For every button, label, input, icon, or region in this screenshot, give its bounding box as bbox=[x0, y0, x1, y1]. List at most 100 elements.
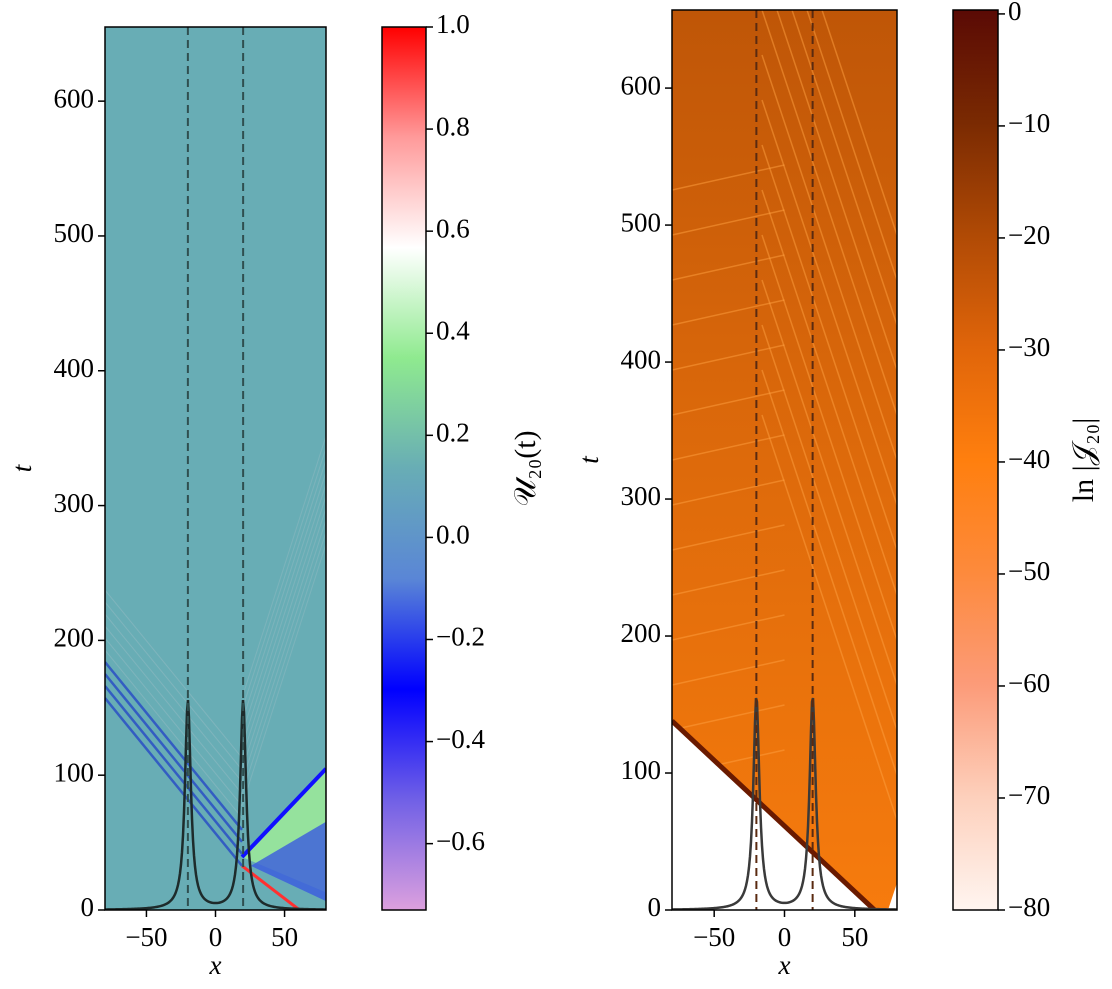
x-tick-label: 0 bbox=[209, 922, 223, 952]
y-tick-label: 200 bbox=[621, 618, 662, 648]
colorbar-tick-label: −40 bbox=[1008, 444, 1050, 474]
potential-curve bbox=[672, 697, 897, 910]
front bbox=[761, 414, 897, 821]
colorbar-tick-label: −20 bbox=[1008, 220, 1050, 250]
wave-front bbox=[105, 685, 243, 855]
y-tick-label: 400 bbox=[621, 344, 662, 374]
front bbox=[672, 524, 785, 551]
colorbar-tick-label: −10 bbox=[1008, 108, 1050, 138]
empty-region bbox=[888, 883, 897, 910]
wave-front bbox=[241, 507, 326, 771]
front bbox=[672, 569, 785, 596]
y-tick-label: 600 bbox=[54, 83, 95, 113]
colorbar-tick-label: 0.6 bbox=[436, 213, 470, 243]
front bbox=[761, 279, 897, 686]
front bbox=[672, 389, 785, 416]
colorbar bbox=[952, 9, 999, 911]
y-tick-label: 400 bbox=[54, 353, 95, 383]
colorbar-tick-label: −80 bbox=[1008, 892, 1050, 922]
x-tick-label: 50 bbox=[841, 922, 868, 952]
front bbox=[672, 479, 785, 506]
front-edge bbox=[672, 719, 877, 910]
y-tick-label: 500 bbox=[621, 207, 662, 237]
front bbox=[761, 189, 897, 596]
heatmap-field bbox=[105, 27, 326, 910]
wave-front bbox=[105, 661, 243, 831]
wave-front bbox=[241, 459, 326, 723]
colorbar-tick-label: −30 bbox=[1008, 332, 1050, 362]
colorbar-label: 𝒰₂₀(t) bbox=[509, 430, 542, 506]
colorbar-label: ln |𝒥₂₀| bbox=[1067, 418, 1100, 502]
wave-front bbox=[241, 495, 326, 759]
wave-front bbox=[105, 697, 243, 867]
front bbox=[761, 99, 897, 506]
colorbar-tick-label: −60 bbox=[1008, 668, 1050, 698]
x-tick-label: −50 bbox=[693, 922, 735, 952]
wave-front bbox=[105, 613, 243, 783]
wave-front bbox=[241, 471, 326, 735]
front bbox=[806, 10, 897, 281]
y-tick-label: 500 bbox=[54, 218, 95, 248]
front bbox=[672, 344, 785, 371]
front bbox=[761, 324, 897, 731]
front bbox=[776, 10, 897, 371]
wave-front bbox=[241, 531, 326, 795]
wave-front bbox=[105, 673, 243, 843]
y-tick-label: 600 bbox=[621, 70, 662, 100]
wave-front bbox=[241, 483, 326, 747]
x-axis-label: x bbox=[778, 950, 791, 980]
colorbar-tick-label: 0.2 bbox=[436, 418, 470, 448]
wave-front bbox=[105, 589, 243, 759]
front bbox=[761, 10, 897, 416]
heatmap bbox=[672, 10, 897, 910]
x-axis-label: x bbox=[209, 950, 222, 980]
front bbox=[672, 209, 785, 236]
colorbar-tick-label: −0.2 bbox=[436, 622, 485, 652]
wave-front bbox=[105, 649, 243, 819]
front bbox=[761, 369, 897, 776]
x-tick-label: −50 bbox=[125, 922, 167, 952]
front bbox=[821, 10, 897, 236]
wave-front bbox=[241, 447, 326, 711]
potential-curve bbox=[105, 699, 326, 910]
x-tick-label: 0 bbox=[778, 922, 792, 952]
colorbar-tick-label: −70 bbox=[1008, 780, 1050, 810]
front bbox=[672, 254, 785, 281]
y-tick-label: 0 bbox=[648, 892, 662, 922]
y-tick-label: 100 bbox=[54, 757, 95, 787]
y-axis-label: t bbox=[574, 455, 604, 464]
colorbar-tick-label: 1.0 bbox=[436, 9, 470, 39]
x-tick-label: 50 bbox=[271, 922, 298, 952]
front bbox=[761, 54, 897, 461]
front bbox=[672, 614, 785, 641]
wave-front bbox=[240, 767, 326, 859]
front bbox=[672, 659, 785, 686]
wave-front bbox=[105, 625, 243, 795]
y-tick-label: 200 bbox=[54, 623, 95, 653]
y-tick-label: 300 bbox=[621, 481, 662, 511]
wave-front bbox=[241, 435, 326, 699]
front bbox=[672, 704, 785, 731]
colorbar-tick-label: 0 bbox=[1008, 0, 1022, 26]
colorbar-tick-label: 0.0 bbox=[436, 520, 470, 550]
front bbox=[672, 434, 785, 461]
wave-front bbox=[105, 601, 243, 771]
front bbox=[672, 164, 785, 191]
colorbar-tick-label: 0.4 bbox=[436, 315, 470, 345]
wave-front bbox=[241, 519, 326, 783]
front bbox=[672, 299, 785, 326]
y-tick-label: 300 bbox=[54, 488, 95, 518]
y-tick-label: 100 bbox=[621, 755, 662, 785]
front bbox=[791, 10, 897, 326]
colorbar-tick-label: −0.6 bbox=[436, 826, 485, 856]
scattered-wave bbox=[250, 821, 326, 902]
colorbar-tick-label: −0.4 bbox=[436, 724, 485, 754]
colorbar-tick-label: −50 bbox=[1008, 556, 1050, 586]
y-axis-label: t bbox=[7, 463, 37, 472]
wave-front bbox=[105, 637, 243, 807]
colorbar-tick-label: 0.8 bbox=[436, 111, 470, 141]
front bbox=[761, 144, 897, 551]
wave-front bbox=[241, 543, 326, 807]
colorbar bbox=[381, 26, 427, 911]
